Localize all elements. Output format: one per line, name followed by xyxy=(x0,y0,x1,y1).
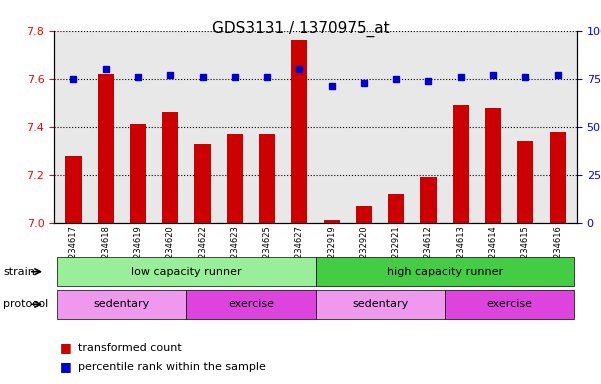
Bar xyxy=(316,257,574,286)
Bar xyxy=(549,132,566,223)
Bar xyxy=(66,156,82,223)
Text: sedentary: sedentary xyxy=(352,299,408,310)
Bar xyxy=(130,124,146,223)
Text: transformed count: transformed count xyxy=(78,343,182,353)
Text: low capacity runner: low capacity runner xyxy=(131,266,242,277)
Bar xyxy=(323,220,340,223)
Bar xyxy=(485,108,501,223)
Bar xyxy=(316,290,445,319)
Bar xyxy=(517,141,534,223)
Bar xyxy=(445,290,574,319)
Text: exercise: exercise xyxy=(486,299,532,310)
Text: GDS3131 / 1370975_at: GDS3131 / 1370975_at xyxy=(212,21,389,37)
Bar xyxy=(57,257,316,286)
Text: sedentary: sedentary xyxy=(94,299,150,310)
Text: exercise: exercise xyxy=(228,299,274,310)
Bar xyxy=(57,290,186,319)
Text: ■: ■ xyxy=(60,360,72,373)
Bar xyxy=(195,144,210,223)
Bar xyxy=(162,113,178,223)
Bar xyxy=(186,290,316,319)
Bar xyxy=(453,105,469,223)
Bar xyxy=(259,134,275,223)
Bar xyxy=(227,134,243,223)
Bar xyxy=(388,194,404,223)
Text: percentile rank within the sample: percentile rank within the sample xyxy=(78,362,266,372)
Text: high capacity runner: high capacity runner xyxy=(386,266,502,277)
Bar xyxy=(421,177,436,223)
Text: ■: ■ xyxy=(60,341,72,354)
Bar xyxy=(97,74,114,223)
Text: protocol: protocol xyxy=(3,299,48,310)
Text: strain: strain xyxy=(3,266,35,277)
Bar xyxy=(291,40,308,223)
Bar xyxy=(356,206,372,223)
